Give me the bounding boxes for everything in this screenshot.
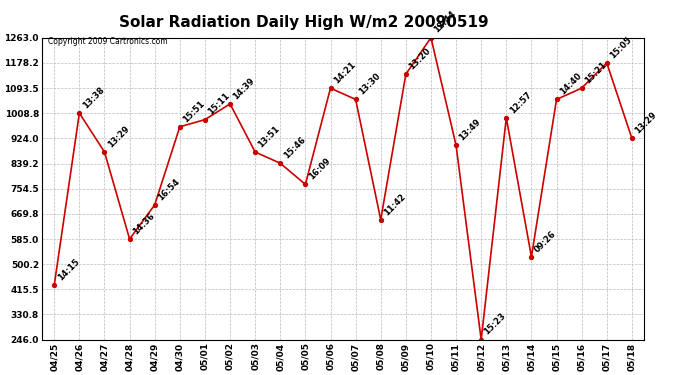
Text: 13:20: 13:20 <box>407 46 433 71</box>
Text: 13:49: 13:49 <box>457 117 483 142</box>
Text: 16:09: 16:09 <box>307 156 332 182</box>
Text: 14:39: 14:39 <box>231 76 257 101</box>
Text: 15:23: 15:23 <box>482 312 508 337</box>
Text: Copyright 2009 Cartronics.com: Copyright 2009 Cartronics.com <box>48 38 168 46</box>
Text: 16:54: 16:54 <box>156 177 181 202</box>
Text: 14:36: 14:36 <box>131 211 156 236</box>
Text: 15:21: 15:21 <box>583 60 609 86</box>
Text: 14:21: 14:21 <box>332 60 357 86</box>
Text: 13:30: 13:30 <box>357 72 382 97</box>
Text: 14:40: 14:40 <box>558 71 583 97</box>
Text: 12:57: 12:57 <box>508 90 533 115</box>
Text: 14:15: 14:15 <box>56 257 81 282</box>
Text: 13:38: 13:38 <box>81 85 106 110</box>
Text: 09:26: 09:26 <box>533 229 558 254</box>
Text: 13:29: 13:29 <box>106 124 131 149</box>
Text: 11:42: 11:42 <box>382 192 408 217</box>
Text: 15:11: 15:11 <box>206 92 232 117</box>
Text: 15:51: 15:51 <box>181 99 206 124</box>
Text: Solar Radiation Daily High W/m2 20090519: Solar Radiation Daily High W/m2 20090519 <box>119 15 489 30</box>
Text: 13:51: 13:51 <box>257 124 282 149</box>
Text: 15:46: 15:46 <box>282 135 307 160</box>
Text: 13:29: 13:29 <box>633 110 658 135</box>
Text: 12:44: 12:44 <box>433 9 457 35</box>
Text: 15:05: 15:05 <box>608 35 633 60</box>
